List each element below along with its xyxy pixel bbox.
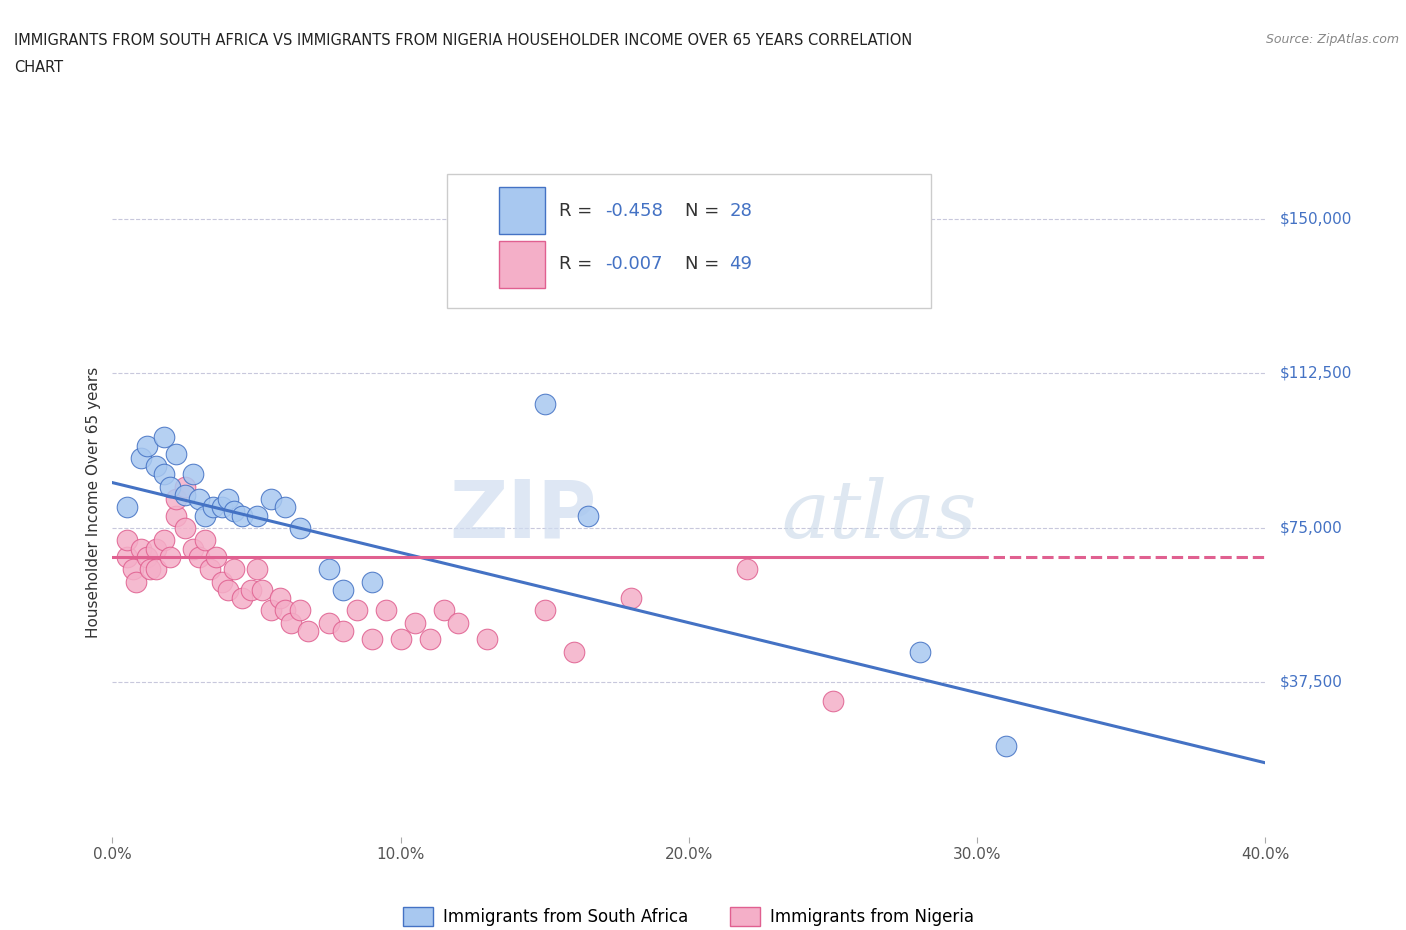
Point <box>995 739 1018 754</box>
Point <box>252 582 274 597</box>
Point <box>269 591 291 605</box>
Point <box>129 541 153 556</box>
Point <box>908 644 931 659</box>
Point <box>159 479 181 494</box>
Point <box>433 603 456 618</box>
Point <box>115 533 138 548</box>
Text: Source: ZipAtlas.com: Source: ZipAtlas.com <box>1265 33 1399 46</box>
Point <box>389 631 412 646</box>
Point <box>181 541 204 556</box>
Point <box>222 562 245 577</box>
Text: R =: R = <box>558 256 598 273</box>
Point <box>165 492 187 507</box>
Text: $112,500: $112,500 <box>1279 365 1351 381</box>
Point <box>188 550 211 565</box>
Point <box>318 616 340 631</box>
Point <box>222 504 245 519</box>
Point <box>260 603 283 618</box>
Point <box>346 603 368 618</box>
Point <box>153 533 176 548</box>
Text: -0.007: -0.007 <box>605 256 662 273</box>
Legend: Immigrants from South Africa, Immigrants from Nigeria: Immigrants from South Africa, Immigrants… <box>396 900 981 930</box>
Point <box>231 591 253 605</box>
Point <box>211 574 233 589</box>
Point <box>145 541 167 556</box>
Text: CHART: CHART <box>14 60 63 75</box>
Point <box>821 694 844 709</box>
Point <box>211 500 233 515</box>
Text: ZIP: ZIP <box>450 476 596 554</box>
Point <box>576 508 599 523</box>
FancyBboxPatch shape <box>447 174 931 308</box>
Text: $37,500: $37,500 <box>1279 675 1343 690</box>
Text: $150,000: $150,000 <box>1279 211 1351 226</box>
Point <box>404 616 426 631</box>
Point <box>181 467 204 482</box>
Point <box>360 574 382 589</box>
Point <box>245 562 267 577</box>
Point <box>288 521 311 536</box>
Point <box>288 603 311 618</box>
Point <box>447 616 470 631</box>
Point <box>194 508 217 523</box>
Text: -0.458: -0.458 <box>605 202 662 219</box>
Point <box>129 450 153 465</box>
Point <box>735 562 758 577</box>
Y-axis label: Householder Income Over 65 years: Householder Income Over 65 years <box>86 366 101 638</box>
Point <box>145 562 167 577</box>
Point <box>136 438 159 453</box>
Point <box>245 508 267 523</box>
Point <box>274 603 297 618</box>
Point <box>332 582 354 597</box>
Point <box>360 631 382 646</box>
Point <box>280 616 302 631</box>
Point <box>145 458 167 473</box>
Point <box>239 582 262 597</box>
Text: N =: N = <box>686 202 725 219</box>
Point <box>153 430 176 445</box>
Text: atlas: atlas <box>782 477 977 554</box>
Text: 49: 49 <box>730 256 752 273</box>
Point <box>173 487 195 502</box>
Point <box>115 550 138 565</box>
Point <box>533 603 555 618</box>
Point <box>297 623 319 638</box>
Text: R =: R = <box>558 202 598 219</box>
Point <box>475 631 498 646</box>
Point <box>533 397 555 412</box>
Point <box>375 603 398 618</box>
Point <box>620 591 643 605</box>
Point <box>194 533 217 548</box>
Text: 28: 28 <box>730 202 752 219</box>
Point <box>332 623 354 638</box>
FancyBboxPatch shape <box>499 188 544 234</box>
Point <box>205 550 228 565</box>
Point <box>318 562 340 577</box>
Point <box>217 582 239 597</box>
Point <box>173 479 195 494</box>
FancyBboxPatch shape <box>499 241 544 288</box>
Point <box>136 550 159 565</box>
Point <box>139 562 162 577</box>
Point <box>173 521 195 536</box>
Point <box>419 631 441 646</box>
Text: $75,000: $75,000 <box>1279 521 1343 536</box>
Point <box>121 562 143 577</box>
Point <box>115 500 138 515</box>
Point <box>165 446 187 461</box>
Point <box>188 492 211 507</box>
Point <box>159 550 181 565</box>
Point <box>274 500 297 515</box>
Point <box>153 467 176 482</box>
Point <box>200 562 222 577</box>
Point <box>217 492 239 507</box>
Point <box>231 508 253 523</box>
Point <box>562 644 585 659</box>
Point <box>165 508 187 523</box>
Point <box>260 492 283 507</box>
Text: IMMIGRANTS FROM SOUTH AFRICA VS IMMIGRANTS FROM NIGERIA HOUSEHOLDER INCOME OVER : IMMIGRANTS FROM SOUTH AFRICA VS IMMIGRAN… <box>14 33 912 47</box>
Point <box>202 500 225 515</box>
Text: N =: N = <box>686 256 725 273</box>
Point <box>124 574 146 589</box>
